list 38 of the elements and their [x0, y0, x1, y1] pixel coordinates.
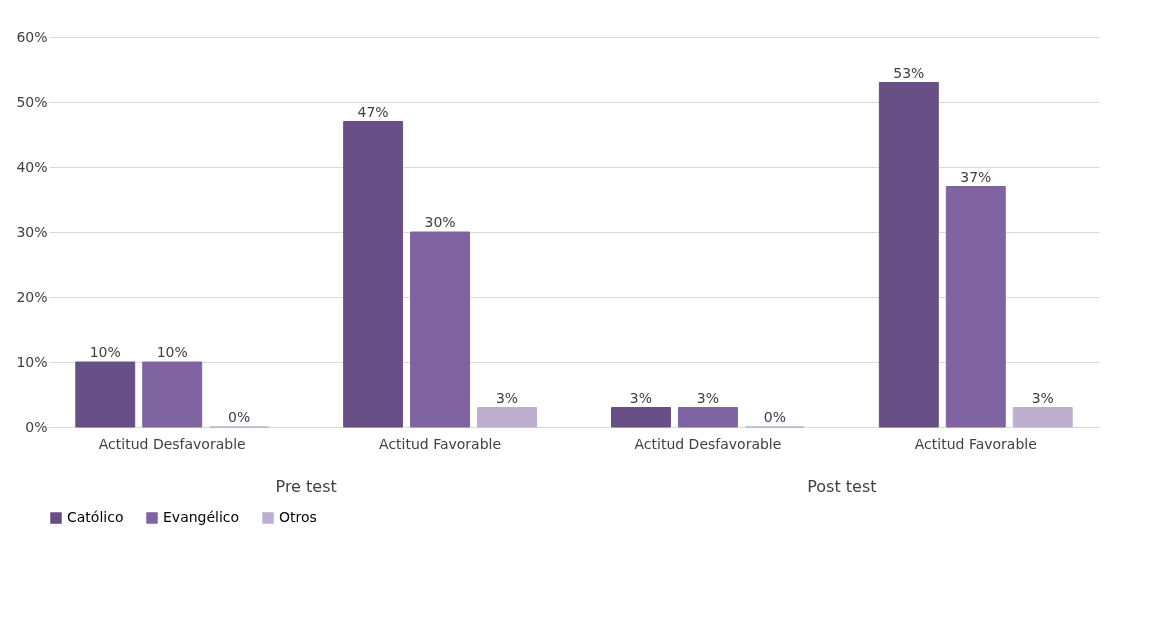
text: Pre test	[275, 477, 337, 496]
data-label: 37%	[960, 168, 992, 185]
data-label: 0%	[763, 409, 786, 425]
y-tick-label: 10%	[16, 353, 48, 370]
x-tick-label: Actitud Favorable	[379, 435, 502, 452]
x-tick-label: Actitud Favorable	[914, 435, 1037, 452]
data-label: 3%	[629, 389, 653, 406]
legend-label: Evangélico	[163, 509, 240, 525]
data-label: 3%	[1031, 389, 1054, 406]
data-label: 0%	[228, 409, 251, 425]
y-tick-label: 40%	[16, 158, 48, 175]
x-tick-label: Actitud Desfavorable	[98, 435, 246, 452]
data-label: 30%	[424, 214, 456, 230]
y-tick-label: 20%	[16, 288, 48, 305]
data-label: 53%	[893, 64, 925, 81]
data-label: 10%	[156, 344, 188, 360]
bar	[410, 231, 471, 428]
x-tick-label: Actitud Desfavorable	[634, 435, 782, 452]
bar	[945, 186, 1006, 428]
bar	[142, 361, 203, 428]
y-tick-label: 50%	[16, 93, 48, 110]
bar	[477, 407, 537, 428]
data-label: 47%	[357, 103, 389, 120]
bar	[878, 82, 939, 428]
y-tick-label: 0%	[25, 418, 48, 435]
data-label: 10%	[89, 344, 121, 360]
bar	[75, 361, 136, 428]
bar	[343, 121, 404, 428]
bar	[677, 407, 738, 428]
legend-label: Católico	[67, 509, 124, 525]
y-tick-label: 60%	[16, 28, 48, 45]
bar	[611, 407, 671, 428]
text: Post test	[807, 477, 877, 496]
legend-label: Otros	[279, 509, 317, 525]
bar	[1012, 407, 1073, 428]
data-label: 3%	[495, 389, 519, 406]
data-label: 3%	[696, 389, 720, 406]
y-tick-label: 30%	[16, 223, 48, 240]
